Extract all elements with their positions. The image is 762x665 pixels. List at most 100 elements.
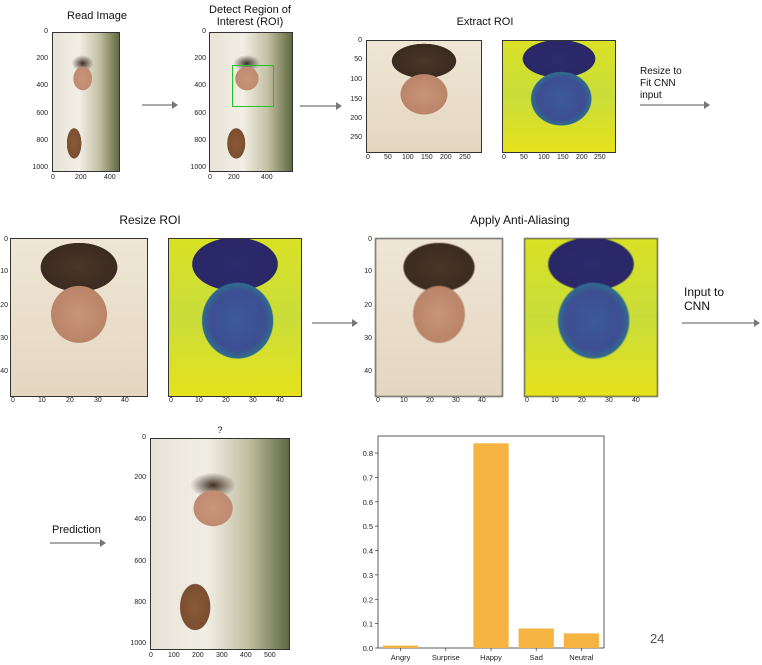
x-tick: 200 <box>228 174 240 181</box>
x-tick: 10 <box>551 397 559 404</box>
x-tick-label: Surprise <box>432 653 460 662</box>
y-tick-label: 0.7 <box>363 473 373 482</box>
arrow-right-icon <box>682 319 760 327</box>
y-tick: 400 <box>134 516 146 523</box>
x-tick: 20 <box>222 397 230 404</box>
y-tick-label: 0.8 <box>363 449 373 458</box>
x-tick: 10 <box>400 397 408 404</box>
y-tick: 0 <box>358 37 362 44</box>
emotion-probability-chart: 0.0 0.1 0.2 0.3 0.4 0.5 0.6 0.7 0.8 Angry Surprise… <box>363 435 605 662</box>
x-tick: 250 <box>459 154 471 161</box>
bar-happy <box>473 443 509 648</box>
x-tick: 0 <box>366 154 370 161</box>
y-tick-label: 0.2 <box>363 595 373 604</box>
x-tick: 30 <box>94 397 102 404</box>
y-tick: 1000 <box>190 164 206 171</box>
y-tick: 0 <box>44 28 48 35</box>
x-tick: 40 <box>276 397 284 404</box>
step-label-resize-roi: Resize ROI <box>119 213 181 227</box>
step-label-input-to-cnn: Input to CNN <box>684 285 725 313</box>
resize-roi-gray-plot <box>168 238 302 397</box>
y-tick: 150 <box>350 96 362 103</box>
y-tick: 400 <box>194 82 206 89</box>
x-tick: 50 <box>520 154 528 161</box>
y-tick: 200 <box>194 55 206 62</box>
x-tick: 100 <box>402 154 414 161</box>
x-tick: 0 <box>169 397 173 404</box>
x-tick-label: Happy <box>480 653 502 662</box>
y-tick: 0 <box>368 236 372 243</box>
x-tick: 400 <box>240 652 252 659</box>
x-tick: 150 <box>557 154 569 161</box>
arrow-right-icon <box>300 102 342 110</box>
y-tick-label: 0.3 <box>363 571 373 580</box>
x-tick: 0 <box>208 174 212 181</box>
x-tick: 20 <box>578 397 586 404</box>
bar-neutral <box>563 633 600 648</box>
x-tick: 150 <box>421 154 433 161</box>
y-tick: 20 <box>364 302 372 309</box>
step-label-extract-roi: Extract ROI <box>456 16 514 28</box>
x-tick: 30 <box>249 397 257 404</box>
y-tick: 100 <box>350 76 362 83</box>
x-tick: 0 <box>51 174 55 181</box>
y-tick: 0 <box>202 28 206 35</box>
arrow-right-icon <box>640 101 710 109</box>
x-tick: 300 <box>216 652 228 659</box>
arrow-right-icon <box>50 539 106 547</box>
step-label-detect-roi: Detect Region of Interest (ROI) <box>209 4 291 28</box>
anti-aliasing-color-plot <box>375 238 503 397</box>
x-tick: 40 <box>121 397 129 404</box>
x-tick: 0 <box>525 397 529 404</box>
step-label-resize-to-fit: Resize to Fit CNN input <box>640 66 682 101</box>
y-tick: 0 <box>4 236 8 243</box>
y-tick: 1000 <box>32 164 48 171</box>
y-tick-label: 0.0 <box>363 644 373 653</box>
x-tick: 40 <box>478 397 486 404</box>
x-tick: 20 <box>66 397 74 404</box>
step-label-prediction: Prediction <box>52 524 101 536</box>
y-tick: 40 <box>364 368 372 375</box>
y-tick-label: 0.4 <box>363 547 373 556</box>
y-tick: 600 <box>194 110 206 117</box>
x-tick: 50 <box>384 154 392 161</box>
prediction-image-title: ? <box>217 425 223 435</box>
y-tick: 30 <box>0 335 8 342</box>
read-image-plot <box>52 32 120 172</box>
x-tick: 30 <box>452 397 460 404</box>
x-tick: 10 <box>38 397 46 404</box>
step-label-anti-aliasing: Apply Anti-Aliasing <box>470 213 570 227</box>
step-label-read-image: Read Image <box>67 10 127 22</box>
x-tick: 100 <box>168 652 180 659</box>
x-tick: 20 <box>426 397 434 404</box>
y-tick: 30 <box>364 335 372 342</box>
y-tick: 600 <box>134 558 146 565</box>
arrow-right-icon <box>142 101 178 109</box>
y-tick: 600 <box>36 110 48 117</box>
y-tick: 250 <box>350 134 362 141</box>
extract-roi-color-plot <box>366 40 482 153</box>
bar-sad <box>518 628 554 648</box>
detect-roi-plot <box>209 32 293 172</box>
y-tick: 800 <box>194 137 206 144</box>
y-tick: 400 <box>36 82 48 89</box>
x-tick: 200 <box>75 174 87 181</box>
x-tick: 400 <box>261 174 273 181</box>
x-tick: 0 <box>376 397 380 404</box>
x-tick: 0 <box>502 154 506 161</box>
y-tick: 200 <box>350 115 362 122</box>
x-tick: 250 <box>594 154 606 161</box>
y-tick: 800 <box>134 599 146 606</box>
y-tick-label: 0.1 <box>363 620 373 629</box>
x-tick: 0 <box>11 397 15 404</box>
x-tick: 10 <box>195 397 203 404</box>
y-tick: 200 <box>134 474 146 481</box>
y-tick: 40 <box>0 368 8 375</box>
roi-bounding-box <box>232 65 274 107</box>
x-tick: 500 <box>264 652 276 659</box>
anti-aliasing-gray-plot <box>524 238 658 397</box>
x-tick: 200 <box>440 154 452 161</box>
y-tick: 800 <box>36 137 48 144</box>
y-tick: 0 <box>142 434 146 441</box>
y-tick: 200 <box>36 55 48 62</box>
